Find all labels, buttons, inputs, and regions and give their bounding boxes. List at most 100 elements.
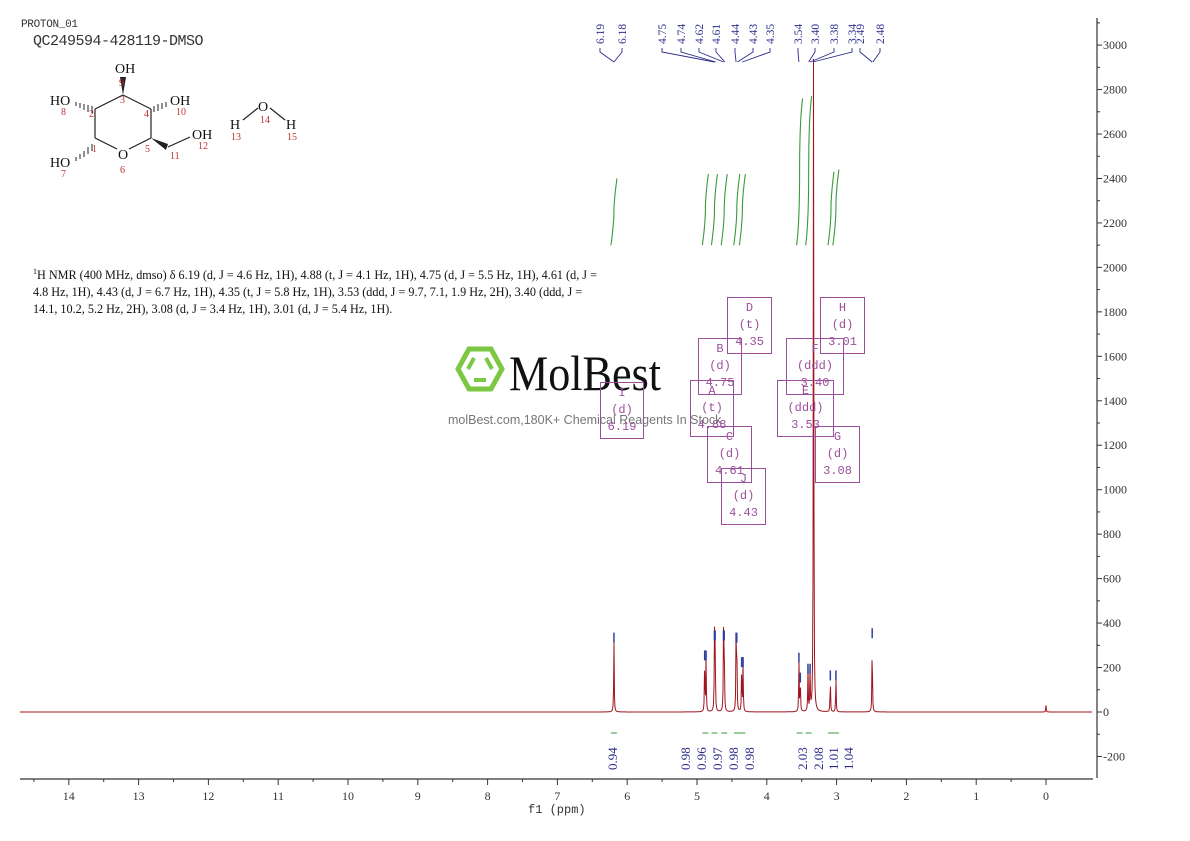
atom-ho-8: HO [50, 94, 70, 109]
y-axis: 3000280026002400220020001800160014001200… [1096, 18, 1127, 778]
y-tick-label: 2200 [1103, 216, 1127, 230]
integral-value: 1.01 [826, 747, 841, 770]
x-tick-label: 6 [624, 789, 630, 803]
experiment-name: PROTON_01 [21, 19, 78, 31]
nmr-description: 1H NMR (400 MHz, dmso) δ 6.19 (d, J = 4.… [33, 263, 603, 318]
multiplet-box-d: D (t) 4.35 [727, 297, 772, 354]
y-tick-label: 2600 [1103, 127, 1127, 141]
atom-number: 7 [61, 169, 66, 180]
y-tick-label: -200 [1103, 749, 1125, 763]
integral-value: 0.98 [726, 747, 741, 770]
atom-oh-9: OH [115, 62, 135, 77]
y-tick-label: 1600 [1103, 349, 1127, 363]
molbest-logo: MolBest [455, 345, 661, 399]
atom-number: 3 [120, 95, 125, 106]
x-tick-label: 4 [764, 789, 770, 803]
integral-value: 0.98 [678, 747, 693, 770]
atom-oh-10: OH [170, 94, 190, 109]
integral-curves [610, 96, 840, 246]
y-tick-label: 1200 [1103, 438, 1127, 452]
hexagon-logo-icon [455, 346, 505, 392]
atom-o-6: O [118, 148, 128, 163]
x-axis-label: f1 (ppm) [528, 803, 586, 817]
multiplet-box-c: C (d) 4.61 [707, 426, 752, 483]
atom-number: 12 [198, 141, 208, 152]
brand-name: MolBest [509, 345, 661, 399]
y-tick-label: 2800 [1103, 83, 1127, 97]
peak-label: 4.43 [748, 24, 760, 44]
isotope-superscript: 1 [33, 267, 37, 276]
atom-number: 11 [170, 151, 180, 162]
peak-label: 3.38 [829, 24, 841, 44]
y-tick-label: 400 [1103, 616, 1121, 630]
atom-number: 14 [260, 115, 270, 126]
chemical-structure: OH HO OH HO O OH H O H 9 8 10 7 6 12 13 … [50, 62, 297, 180]
x-tick-label: 5 [694, 789, 700, 803]
y-tick-label: 600 [1103, 572, 1121, 586]
atom-ho-7: HO [50, 156, 70, 171]
peak-label: 4.75 [657, 24, 669, 44]
peak-label: 6.19 [595, 24, 607, 44]
x-axis: 14 13 12 11 10 9 8 7 6 5 4 3 2 1 0 [20, 778, 1093, 803]
multiplet-box-a: A (t) 4.88 [690, 380, 734, 437]
x-tick-label: 2 [903, 789, 909, 803]
atom-h-15: H [286, 118, 296, 133]
integral-value: 2.08 [811, 747, 826, 770]
atom-number: 1 [92, 144, 97, 155]
atom-number: 10 [176, 107, 186, 118]
y-tick-label: 2000 [1103, 260, 1127, 274]
x-tick-label: 9 [415, 789, 421, 803]
atom-oh-12: OH [192, 128, 212, 143]
multiplet-box-f: F (ddd) 3.40 [786, 338, 844, 395]
x-tick-label: 0 [1043, 789, 1049, 803]
nmr-description-text: H NMR (400 MHz, dmso) δ 6.19 (d, J = 4.6… [33, 268, 597, 317]
multiplet-box-g: G (d) 3.08 [815, 426, 860, 483]
x-tick-label: 1 [973, 789, 979, 803]
atom-number: 13 [231, 132, 241, 143]
y-tick-label: 3000 [1103, 38, 1127, 52]
atom-h-13: H [230, 118, 240, 133]
multiplet-box-i: I (d) 6.19 [600, 382, 644, 439]
x-tick-label: 7 [554, 789, 560, 803]
integral-value: 0.94 [605, 747, 620, 770]
peak-label: 4.44 [730, 24, 742, 44]
integral-value: 0.96 [694, 747, 709, 770]
atom-o-14: O [258, 100, 268, 115]
peak-label: 2.48 [875, 24, 887, 44]
integral-value: 1.04 [841, 747, 856, 770]
integral-value: 0.98 [742, 747, 757, 770]
x-tick-label: 10 [342, 789, 354, 803]
y-tick-label: 1000 [1103, 483, 1127, 497]
atom-number: 5 [145, 144, 150, 155]
multiplet-box-j: J (d) 4.43 [721, 468, 766, 525]
peak-label: 6.18 [617, 24, 629, 44]
atom-number: 6 [120, 165, 125, 176]
y-tick-label: 0 [1103, 705, 1109, 719]
x-tick-label: 11 [272, 789, 284, 803]
y-tick-label: 800 [1103, 527, 1121, 541]
peak-label: 4.74 [676, 24, 688, 44]
multiplet-box-b: B (d) 4.75 [698, 338, 742, 395]
peak-label: 3.34 [847, 24, 859, 44]
peak-label: 4.35 [765, 24, 777, 44]
integral-values: 0.94 0.98 0.96 0.97 0.98 0.98 2.03 2.08 1.01 1.04 [605, 732, 856, 770]
y-tick-label: 2400 [1103, 171, 1127, 185]
sample-id: QC249594-428119-DMSO [33, 33, 204, 50]
x-tick-label: 12 [202, 789, 214, 803]
y-tick-label: 200 [1103, 661, 1121, 675]
multiplet-box-e: E (ddd) 3.53 [777, 380, 834, 437]
integral-value: 2.03 [795, 747, 810, 770]
x-tick-label: 14 [63, 789, 75, 803]
x-tick-label: 3 [834, 789, 840, 803]
peak-label: 4.61 [711, 24, 723, 44]
peak-label: 2.49 [855, 24, 867, 44]
y-tick-label: 1400 [1103, 394, 1127, 408]
x-tick-label: 13 [133, 789, 145, 803]
spectrum-trace [20, 58, 1092, 713]
peak-label: 3.40 [810, 24, 822, 44]
watermark-tagline: molBest.com,180K+ Chemical Reagents In S… [448, 413, 722, 427]
peak-labels: 6.19 6.18 4.75 4.74 4.62 4.61 4.44 4.43 4.35 3.54… [595, 24, 887, 63]
atom-number: 4 [144, 109, 149, 120]
peak-label: 4.62 [694, 24, 706, 44]
atom-number: 2 [89, 109, 94, 120]
